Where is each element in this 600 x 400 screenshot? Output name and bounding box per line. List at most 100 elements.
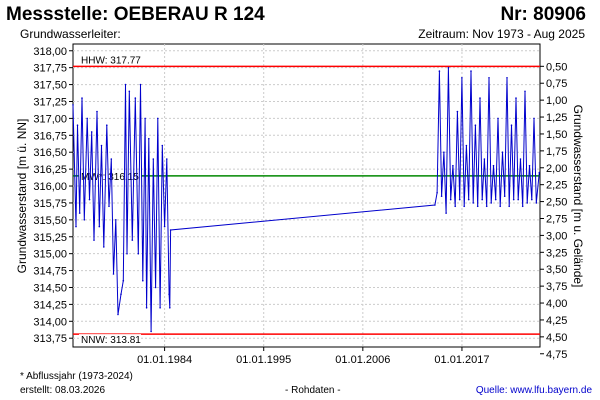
data-point: [526, 202, 528, 204]
data-point: [137, 252, 140, 255]
data-point: [131, 239, 134, 241]
source-link[interactable]: Quelle: www.lfu.bayern.de: [475, 385, 592, 396]
reference-label-bg: [79, 54, 141, 66]
data-point: [470, 70, 472, 72]
data-point: [517, 198, 519, 201]
data-point: [139, 83, 142, 86]
reference-label: NNW: 313.81: [81, 335, 141, 346]
data-point: [150, 330, 152, 333]
data-point: [465, 144, 468, 147]
data-point: [510, 124, 513, 126]
data-point: [159, 307, 161, 309]
data-point: [168, 293, 170, 296]
y-tick-label-left: 315,75: [33, 198, 67, 210]
data-point: [528, 164, 531, 167]
data-point: [78, 212, 81, 214]
y-tick-label-right: 3,25: [546, 247, 567, 259]
data-point: [521, 205, 524, 208]
data-point: [531, 198, 533, 201]
y-tick-label-right: 2,75: [546, 213, 567, 225]
y-tick-label-left: 315,50: [33, 215, 67, 227]
data-point: [461, 77, 463, 79]
y-tick-label-right: 2,00: [546, 163, 567, 175]
data-point: [467, 198, 470, 201]
data-point: [98, 225, 101, 228]
period-label: Zeitraum: Nov 1973 - Aug 2025: [418, 27, 585, 41]
data-point: [93, 239, 95, 241]
y-tick-label-right: 2,50: [546, 197, 567, 209]
data-point: [115, 219, 117, 221]
data-point: [436, 192, 438, 194]
data-point: [166, 158, 168, 160]
y-tick-label-right: 0,50: [546, 61, 567, 73]
footnote: * Abflussjahr (1973-2024): [20, 371, 133, 382]
data-point: [122, 279, 125, 282]
y-tick-label-right: 3,50: [546, 264, 567, 276]
data-point: [458, 198, 461, 201]
y-tick-label-left: 314,50: [33, 282, 67, 294]
data-point: [438, 70, 441, 72]
data-point: [83, 219, 86, 221]
data-point: [142, 279, 144, 282]
data-point: [443, 151, 445, 153]
y-tick-label-right: 4,00: [546, 298, 567, 310]
data-point: [112, 273, 115, 275]
data-point: [472, 202, 475, 204]
data-point: [456, 110, 459, 113]
data-point: [106, 124, 108, 126]
y-tick-label-right: 1,00: [546, 95, 567, 107]
x-tick-label: 01.01.1995: [236, 354, 291, 366]
data-point: [161, 144, 164, 147]
y-tick-label-left: 315,00: [33, 249, 67, 261]
y-tick-label-right: 1,50: [546, 129, 567, 141]
data-point: [535, 202, 538, 204]
reference-label: HHW: 317.77: [81, 55, 141, 66]
data-point: [524, 90, 526, 93]
data-point: [515, 97, 517, 99]
x-tick-label: 01.01.2017: [434, 354, 489, 366]
data-point: [100, 144, 103, 147]
data-point: [124, 83, 127, 86]
data-point: [508, 205, 511, 208]
station-number: Nr: 80906: [500, 4, 586, 25]
data-point: [145, 307, 148, 309]
data-point: [503, 195, 506, 197]
y-tick-label-left: 313,75: [33, 333, 67, 345]
data-point: [169, 229, 172, 231]
y-tick-label-left: 317,75: [33, 63, 67, 75]
data-point: [538, 171, 541, 174]
data-point: [90, 131, 93, 133]
data-point: [134, 97, 137, 99]
data-point: [449, 198, 452, 201]
data-point: [126, 252, 128, 255]
data-point: [492, 164, 495, 167]
raw-data-label: - Rohdaten -: [285, 385, 341, 396]
data-point: [86, 117, 88, 120]
y-tick-label-right: 4,75: [546, 349, 567, 361]
data-point: [454, 205, 457, 208]
created-date: erstellt: 08.03.2026: [20, 385, 106, 396]
data-point: [479, 97, 481, 99]
data-point: [120, 293, 122, 296]
data-point: [110, 158, 113, 160]
data-point: [128, 90, 131, 93]
data-point: [474, 124, 477, 126]
y-tick-label-right: 4,50: [546, 332, 567, 344]
data-point: [96, 110, 98, 113]
x-tick-label: 01.01.1984: [137, 354, 192, 366]
data-point: [483, 158, 486, 160]
y-tick-label-left: 314,75: [33, 266, 67, 278]
data-point: [494, 198, 497, 201]
reference-label-bg: [79, 334, 141, 346]
data-point: [152, 158, 155, 160]
data-point: [533, 117, 535, 120]
data-point: [169, 307, 171, 309]
data-point: [75, 225, 77, 228]
data-point: [452, 164, 454, 167]
data-point: [512, 198, 515, 201]
y-tick-label-left: 314,25: [33, 299, 67, 311]
y-tick-label-right: 4,25: [546, 315, 567, 327]
y-tick-label-right: 3,00: [546, 230, 567, 242]
data-point: [144, 117, 146, 120]
data-point: [72, 104, 74, 106]
